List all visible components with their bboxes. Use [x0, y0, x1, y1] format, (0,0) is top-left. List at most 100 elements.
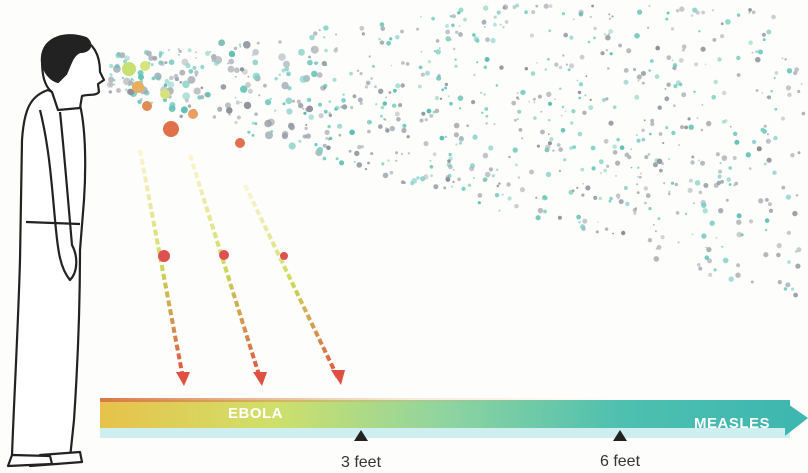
aerosol-particle [480, 91, 483, 94]
aerosol-particle [736, 231, 742, 238]
aerosol-particle [781, 116, 785, 121]
aerosol-particle [515, 3, 519, 8]
aerosol-particle [675, 211, 680, 215]
aerosol-particle [484, 107, 489, 111]
aerosol-particle [251, 133, 255, 137]
aerosol-particle [666, 11, 670, 15]
aerosol-particle [314, 143, 318, 147]
aerosol-particle [565, 63, 569, 66]
aerosol-particle [498, 182, 501, 185]
aerosol-particle [328, 113, 332, 118]
aerosol-particle [420, 15, 422, 18]
aerosol-particle [187, 48, 192, 53]
aerosol-particle [411, 178, 418, 184]
aerosol-particle [481, 19, 487, 25]
aerosol-particle [763, 162, 767, 166]
aerosol-particle [258, 94, 261, 97]
aerosol-particle [278, 73, 281, 77]
aerosol-particle [785, 194, 792, 200]
aerosol-particle [612, 144, 617, 149]
aerosol-particle [169, 75, 174, 81]
aerosol-particle [598, 196, 602, 201]
person [6, 34, 106, 468]
aerosol-particle [657, 105, 662, 110]
aerosol-particle [164, 61, 168, 64]
aerosol-particle [400, 152, 404, 156]
aerosol-particle [182, 80, 190, 89]
aerosol-particle [656, 245, 662, 250]
aerosol-particle [558, 147, 563, 152]
aerosol-particle [688, 124, 694, 130]
aerosol-particle [205, 92, 211, 98]
aerosol-particle [576, 186, 579, 189]
aerosol-particle [354, 161, 356, 163]
aerosol-particle [720, 179, 724, 184]
aerosol-particle [763, 252, 769, 258]
aerosol-particle [570, 121, 574, 125]
aerosol-particle [564, 110, 567, 113]
aerosol-particle [305, 123, 308, 126]
aerosol-particle [395, 151, 398, 155]
aerosol-particle [529, 33, 534, 38]
aerosol-particle [451, 23, 455, 28]
aerosol-particle [785, 282, 791, 288]
aerosol-particle [748, 167, 752, 170]
aerosol-particle [490, 37, 496, 44]
aerosol-particle [357, 97, 363, 103]
aerosol-particle [473, 36, 479, 42]
aerosol-particle [106, 81, 114, 88]
aerosol-particle [711, 95, 716, 100]
aerosol-particle [704, 255, 710, 260]
aerosol-particle [569, 146, 573, 150]
aerosol-particle [374, 85, 377, 89]
aerosol-particle [501, 193, 504, 196]
aerosol-particle [281, 132, 288, 140]
aerosol-particle [722, 257, 729, 264]
aerosol-particle [265, 99, 272, 106]
aerosol-particle [537, 207, 544, 214]
aerosol-particle [349, 129, 355, 136]
aerosol-particle [308, 114, 315, 120]
aerosol-particle [801, 111, 806, 116]
aerosol-particle [578, 96, 582, 100]
aerosol-particle [434, 96, 439, 101]
aerosol-particle [338, 133, 342, 137]
aerosol-particle [368, 55, 371, 58]
aerosol-particle [735, 272, 741, 278]
aerosol-particle [772, 170, 777, 175]
aerosol-particle [212, 115, 217, 119]
aerosol-particle [690, 14, 694, 17]
aerosol-particle [611, 15, 614, 18]
aerosol-particle [508, 155, 511, 159]
aerosol-particle [547, 57, 550, 61]
aerosol-particle [736, 213, 742, 219]
aerosol-particle [569, 35, 574, 40]
aerosol-particle [530, 71, 536, 76]
aerosol-particle [380, 26, 386, 31]
aerosol-particle [187, 104, 192, 108]
aerosol-particle [472, 33, 476, 37]
aerosol-particle [603, 138, 609, 144]
aerosol-particle [548, 29, 552, 33]
aerosol-particle [528, 100, 531, 103]
aerosol-particle [234, 67, 240, 73]
aerosol-particle [439, 47, 441, 49]
aerosol-particle [150, 63, 154, 67]
aerosol-particle [666, 55, 672, 61]
aerosol-particle [542, 195, 547, 200]
aerosol-particle [621, 230, 626, 236]
aerosol-particle [644, 201, 647, 205]
aerosol-particle [715, 152, 720, 157]
aerosol-particle [220, 84, 227, 90]
aerosol-particle [197, 95, 202, 100]
aerosol-particle [395, 83, 401, 89]
aerosol-particle [767, 133, 769, 136]
aerosol-particle [458, 32, 463, 37]
aerosol-particle [701, 104, 704, 106]
aerosol-particle [668, 190, 671, 193]
aerosol-particle [773, 135, 778, 141]
aerosol-particle [548, 119, 551, 122]
aerosol-particle [379, 40, 385, 45]
aerosol-particle [205, 50, 211, 56]
aerosol-particle [585, 75, 588, 78]
